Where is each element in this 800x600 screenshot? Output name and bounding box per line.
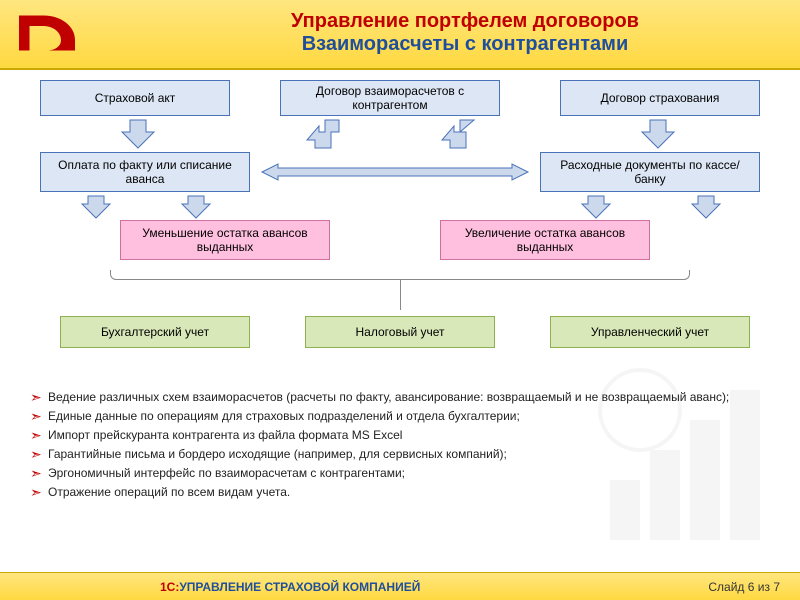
list-item: ➣ Импорт прейскуранта контрагента из фай… — [30, 428, 770, 443]
logo-1c — [12, 8, 82, 58]
list-item: ➣ Единые данные по операциям для страхов… — [30, 409, 770, 424]
arrow-down-icon — [640, 118, 676, 150]
box-label: Расходные документы по кассе/банку — [547, 158, 753, 187]
list-item: ➣ Эргономичный интерфейс по взаиморасчет… — [30, 466, 770, 481]
bullet-icon: ➣ — [30, 428, 48, 442]
arrow-down-icon — [80, 194, 112, 220]
box-expense-docs: Расходные документы по кассе/банку — [540, 152, 760, 192]
arrow-down-icon — [690, 194, 722, 220]
footer-product-name: УПРАВЛЕНИЕ СТРАХОВОЙ КОМПАНИЕЙ — [179, 580, 420, 594]
box-payment-or-writeoff: Оплата по факту или списание аванса — [40, 152, 250, 192]
arrow-down-right-icon — [440, 118, 476, 150]
bullet-text: Импорт прейскуранта контрагента из файла… — [48, 428, 402, 443]
bullet-icon: ➣ — [30, 466, 48, 480]
bullet-text: Отражение операций по всем видам учета. — [48, 485, 290, 500]
box-label: Уменьшение остатка авансов выданных — [127, 226, 323, 255]
title-line-1: Управление портфелем договоров — [160, 10, 770, 33]
box-label: Управленческий учет — [591, 325, 709, 339]
bullet-text: Гарантийные письма и бордеро исходящие (… — [48, 447, 507, 462]
bullet-list: ➣ Ведение различных схем взаиморасчетов … — [30, 390, 770, 504]
bullet-text: Ведение различных схем взаиморасчетов (р… — [48, 390, 729, 405]
arrow-down-left-icon — [580, 194, 612, 220]
box-increase-advance: Увеличение остатка авансов выданных — [440, 220, 650, 260]
list-item: ➣ Ведение различных схем взаиморасчетов … — [30, 390, 770, 405]
title-line-2: Взаиморасчеты с контрагентами — [160, 33, 770, 56]
footer-brand: 1С: — [160, 580, 179, 594]
box-decrease-advance: Уменьшение остатка авансов выданных — [120, 220, 330, 260]
box-label: Бухгалтерский учет — [101, 325, 209, 339]
box-label: Налоговый учет — [356, 325, 445, 339]
list-item: ➣ Отражение операций по всем видам учета… — [30, 485, 770, 500]
box-management-accounting: Управленческий учет — [550, 316, 750, 348]
flow-diagram: Страховой акт Договор взаиморасчетов с к… — [30, 80, 770, 370]
bullet-icon: ➣ — [30, 447, 48, 461]
arrow-bidirectional-icon — [260, 162, 530, 182]
curly-brace — [110, 270, 690, 280]
box-insurance-contract: Договор страхования — [560, 80, 760, 116]
box-label: Договор страхования — [601, 91, 720, 105]
box-label: Страховой акт — [95, 91, 176, 105]
arrow-down-right-icon — [180, 194, 212, 220]
bullet-text: Эргономичный интерфейс по взаиморасчетам… — [48, 466, 405, 481]
arrow-down-icon — [120, 118, 156, 150]
box-label: Оплата по факту или списание аванса — [47, 158, 243, 187]
bullet-icon: ➣ — [30, 390, 48, 404]
footer-product: 1С:УПРАВЛЕНИЕ СТРАХОВОЙ КОМПАНИЕЙ — [160, 580, 420, 594]
bullet-icon: ➣ — [30, 409, 48, 423]
bullet-icon: ➣ — [30, 485, 48, 499]
box-settlement-contract: Договор взаиморасчетов с контрагентом — [280, 80, 500, 116]
box-label: Увеличение остатка авансов выданных — [447, 226, 643, 255]
brace-stem — [400, 280, 401, 310]
box-label: Договор взаиморасчетов с контрагентом — [287, 84, 493, 113]
box-tax-accounting: Налоговый учет — [305, 316, 495, 348]
slide-title: Управление портфелем договоров Взаиморас… — [160, 10, 770, 56]
box-insurance-act: Страховой акт — [40, 80, 230, 116]
bullet-text: Единые данные по операциям для страховых… — [48, 409, 520, 424]
arrow-down-left-icon — [305, 118, 341, 150]
slide-counter: Слайд 6 из 7 — [708, 580, 780, 594]
list-item: ➣ Гарантийные письма и бордеро исходящие… — [30, 447, 770, 462]
footer-bar: 1С:УПРАВЛЕНИЕ СТРАХОВОЙ КОМПАНИЕЙ Слайд … — [0, 572, 800, 600]
box-accounting: Бухгалтерский учет — [60, 316, 250, 348]
